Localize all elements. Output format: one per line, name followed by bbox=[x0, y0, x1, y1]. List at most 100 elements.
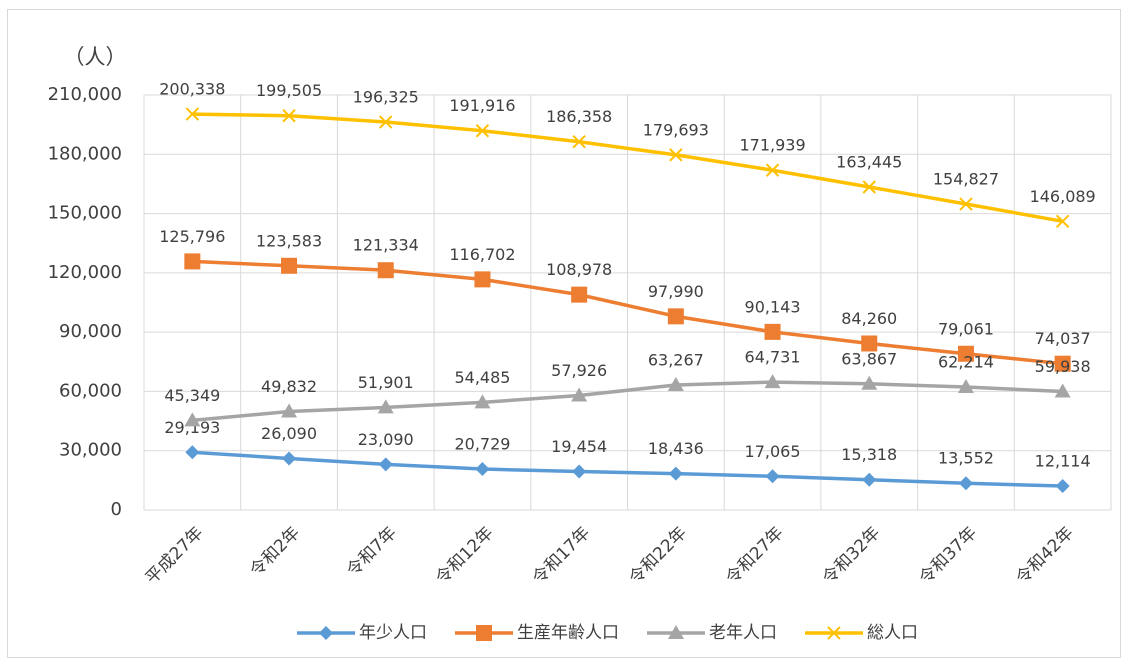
data-point bbox=[765, 469, 780, 484]
value-label: 171,939 bbox=[739, 136, 805, 155]
value-label: 62,214 bbox=[938, 353, 994, 372]
value-label: 63,267 bbox=[648, 350, 704, 369]
data-point bbox=[185, 107, 200, 121]
data-point bbox=[282, 451, 297, 466]
data-point bbox=[1055, 479, 1070, 494]
data-point bbox=[184, 253, 201, 270]
value-label: 49,832 bbox=[261, 377, 317, 396]
value-label: 123,583 bbox=[256, 231, 322, 250]
legend-label: 総人口 bbox=[867, 623, 918, 643]
data-point bbox=[764, 323, 781, 340]
data-point bbox=[184, 412, 201, 427]
y-tick-label: 150,000 bbox=[48, 203, 122, 224]
data-point bbox=[667, 376, 684, 391]
value-label: 64,731 bbox=[745, 348, 801, 367]
value-label: 19,454 bbox=[551, 437, 607, 456]
value-label: 116,702 bbox=[449, 245, 515, 264]
data-point bbox=[957, 379, 974, 394]
data-point bbox=[572, 464, 587, 479]
data-point bbox=[765, 163, 780, 177]
y-tick-label: 210,000 bbox=[48, 84, 122, 105]
value-label: 179,693 bbox=[643, 120, 709, 139]
value-label: 26,090 bbox=[261, 424, 317, 443]
data-point bbox=[377, 399, 394, 414]
value-label: 191,916 bbox=[449, 96, 515, 115]
value-label: 146,089 bbox=[1030, 187, 1096, 206]
y-tick-label: 120,000 bbox=[48, 262, 122, 283]
value-label: 97,990 bbox=[648, 282, 704, 301]
legend-label: 生産年齢人口 bbox=[517, 623, 619, 643]
data-point bbox=[185, 445, 200, 460]
value-label: 74,037 bbox=[1035, 329, 1091, 348]
data-point bbox=[281, 403, 298, 418]
legend-label: 年少人口 bbox=[359, 623, 427, 643]
data-point bbox=[282, 109, 296, 123]
data-point bbox=[475, 462, 490, 477]
data-point bbox=[1054, 383, 1071, 398]
data-point bbox=[571, 286, 588, 303]
value-label: 200,338 bbox=[159, 80, 225, 99]
value-label: 154,827 bbox=[933, 170, 999, 189]
value-label: 18,436 bbox=[648, 439, 704, 458]
data-point bbox=[474, 394, 491, 409]
value-label: 12,114 bbox=[1035, 452, 1091, 471]
value-label: 13,552 bbox=[938, 449, 994, 468]
legend-label: 老年人口 bbox=[709, 623, 777, 643]
value-label: 196,325 bbox=[353, 88, 419, 107]
data-point bbox=[572, 135, 586, 149]
value-label: 84,260 bbox=[841, 309, 897, 328]
value-label: 45,349 bbox=[164, 386, 220, 405]
data-point bbox=[668, 466, 683, 481]
y-tick-label: 90,000 bbox=[59, 321, 122, 342]
data-point bbox=[667, 308, 684, 325]
data-point bbox=[378, 457, 393, 472]
data-point bbox=[958, 476, 973, 491]
series-line bbox=[192, 259, 1063, 366]
series-line bbox=[192, 380, 1063, 423]
y-tick-label: 0 bbox=[111, 499, 122, 520]
value-label: 54,485 bbox=[454, 368, 510, 387]
data-point bbox=[1055, 214, 1070, 229]
value-label: 186,358 bbox=[546, 107, 612, 126]
data-point bbox=[1054, 355, 1071, 372]
value-label: 163,445 bbox=[836, 153, 902, 172]
value-label: 23,090 bbox=[358, 430, 414, 449]
data-point bbox=[669, 148, 683, 162]
value-label: 17,065 bbox=[745, 442, 801, 461]
y-tick-label: 30,000 bbox=[59, 440, 122, 461]
value-label: 29,193 bbox=[164, 418, 220, 437]
data-point bbox=[474, 271, 491, 288]
value-label: 57,926 bbox=[551, 361, 607, 380]
chart-border bbox=[7, 9, 1121, 658]
value-label: 108,978 bbox=[546, 260, 612, 279]
value-label: 199,505 bbox=[256, 81, 322, 100]
value-label: 15,318 bbox=[841, 445, 897, 464]
data-point bbox=[959, 197, 973, 211]
value-label: 51,901 bbox=[358, 373, 414, 392]
value-label: 121,334 bbox=[353, 236, 419, 255]
value-label: 59,938 bbox=[1035, 357, 1091, 376]
value-label: 125,796 bbox=[159, 227, 225, 246]
data-point bbox=[861, 335, 878, 352]
value-label: 79,061 bbox=[938, 319, 994, 338]
legend-marker bbox=[827, 626, 841, 640]
legend-marker bbox=[319, 626, 333, 640]
value-label: 63,867 bbox=[841, 349, 897, 368]
y-tick-label: 60,000 bbox=[59, 380, 122, 401]
legend-marker bbox=[476, 625, 492, 641]
data-point bbox=[281, 257, 298, 274]
legend-marker bbox=[668, 625, 684, 639]
data-point bbox=[862, 472, 877, 487]
data-point bbox=[571, 387, 588, 402]
series-line bbox=[192, 112, 1063, 224]
data-point bbox=[377, 262, 394, 279]
data-point bbox=[862, 180, 876, 194]
y-tick-label: 180,000 bbox=[48, 143, 122, 164]
value-label: 90,143 bbox=[745, 297, 801, 316]
unit-label: （人） bbox=[64, 45, 127, 69]
data-point bbox=[764, 374, 781, 389]
value-label: 20,729 bbox=[454, 435, 510, 454]
data-point bbox=[379, 115, 393, 129]
data-point bbox=[957, 345, 974, 362]
